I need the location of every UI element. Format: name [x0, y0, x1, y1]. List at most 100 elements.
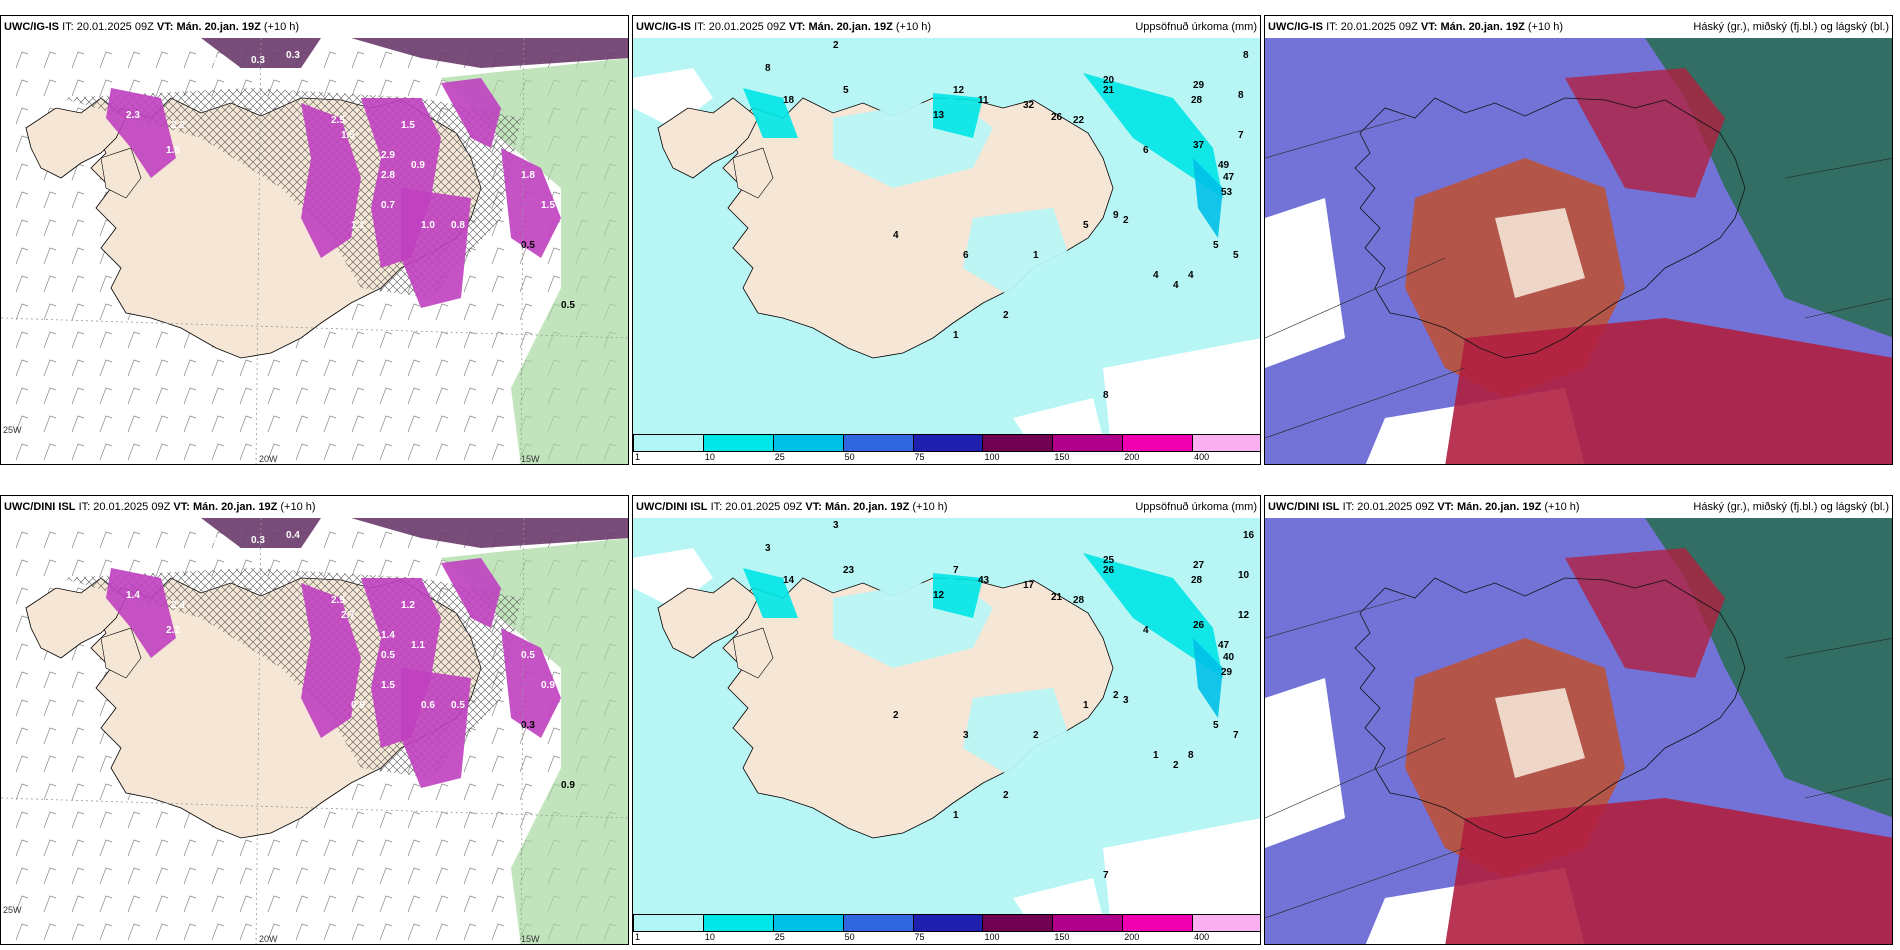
precip-value: 28 — [1191, 95, 1203, 106]
snow-value: 2.7 — [341, 610, 355, 621]
snow-value: 0.5 — [561, 300, 575, 311]
legend-swatch — [842, 914, 914, 932]
heavy-precip-area — [743, 568, 798, 618]
legend-tick: 150 — [1054, 932, 1070, 942]
snow-value: 0.3 — [286, 50, 300, 61]
precip-value: 29 — [1221, 667, 1233, 678]
precip-value: 1 — [953, 810, 959, 821]
heavy-precip-area — [1193, 158, 1223, 238]
heavy-precip-area — [1083, 553, 1223, 678]
panel-title: Uppsöfnuð úrkoma (mm) — [1135, 501, 1257, 513]
snow-value: 0.9 — [351, 700, 365, 711]
no-precip-area — [1103, 338, 1260, 464]
model-name: UWC/IG-IS — [636, 21, 691, 33]
mid-cloud-layer — [1445, 798, 1892, 944]
legend-swatch — [912, 914, 984, 932]
precip-value: 3 — [1123, 695, 1129, 706]
precip-color-legend: 1 10 25 50 75 100 150 200 400 — [633, 914, 1260, 944]
it-label: IT: — [78, 501, 91, 513]
lon-label-15w: 15W — [521, 934, 540, 944]
legend-swatch — [1122, 434, 1194, 452]
precip-value: 7 — [1238, 130, 1244, 141]
legend-tick: 75 — [914, 452, 925, 462]
precip-value: 11 — [978, 95, 989, 106]
snow-value: 1.8 — [521, 170, 535, 181]
cloud-cover-panel: UWC/DINI ISL IT: 20.01.2025 09Z VT: Mán.… — [1264, 495, 1893, 945]
precip-value: 4 — [1153, 270, 1159, 281]
legend-tick: 400 — [1194, 932, 1210, 942]
land-exposed — [1495, 688, 1585, 778]
legend-tick: 50 — [844, 452, 855, 462]
it-label: IT: — [710, 501, 723, 513]
precip-panel: UWC/DINI ISL IT: 20.01.2025 09Z VT: Mán.… — [632, 495, 1261, 945]
legend-tick: 150 — [1054, 452, 1070, 462]
snow-value: 2.8 — [381, 170, 395, 181]
lon-label-15w: 15W — [521, 454, 540, 464]
lead-time: (+10 h) — [912, 501, 948, 513]
vt-label: VT: — [805, 501, 822, 513]
precip-value: 8 — [1238, 90, 1244, 101]
vt-label: VT: — [1437, 501, 1454, 513]
snow-value: 0.6 — [421, 700, 435, 711]
snow-value: 0.3 — [251, 535, 265, 546]
snow-value: 0.9 — [561, 780, 575, 791]
snow-value: 2.2 — [166, 625, 180, 636]
legend-tick: 75 — [914, 932, 925, 942]
precip-value: 37 — [1193, 140, 1205, 151]
precip-value: 17 — [1023, 580, 1035, 591]
precip-over-land — [963, 208, 1073, 298]
legend-tick: 25 — [774, 452, 785, 462]
snow-accumulation-area — [441, 558, 501, 628]
snow-accumulation-area — [106, 568, 176, 658]
precip-value: 8 — [1243, 50, 1249, 61]
precip-over-land — [963, 688, 1073, 778]
snow-wind-panel: UWC/IG-IS IT: 20.01.2025 09Z VT: Mán. 20… — [0, 15, 629, 465]
map-canvas — [1265, 518, 1892, 944]
snow-dark-area — [351, 518, 628, 548]
snow-dark-area — [201, 38, 321, 68]
init-time: 20.01.2025 09Z — [708, 21, 786, 33]
precip-value: 10 — [1238, 570, 1250, 581]
westfjords-landmass — [25, 577, 127, 659]
snow-value: 0.5 — [521, 650, 535, 661]
precip-value: 7 — [1103, 870, 1109, 881]
vt-label: VT: — [788, 21, 806, 33]
init-time: 20.01.2025 09Z — [76, 21, 154, 33]
precip-value: 7 — [1233, 730, 1239, 741]
legend-swatch — [1052, 434, 1124, 452]
snow-value: 1.5 — [541, 200, 555, 211]
it-label: IT: — [694, 21, 706, 33]
precip-value: 4 — [1188, 270, 1194, 281]
precip-value: 2 — [1033, 730, 1039, 741]
cloud-cover-panel: UWC/IG-IS IT: 20.01.2025 09Z VT: Mán. 20… — [1264, 15, 1893, 465]
iceland-coastline — [1354, 577, 1746, 839]
snow-accumulation-area — [106, 88, 176, 178]
precip-value: 3 — [963, 730, 969, 741]
mid-cloud-layer — [1565, 548, 1725, 678]
valid-time: Mán. 20.jan. 19Z — [192, 501, 278, 513]
precip-value: 26 — [1193, 620, 1205, 631]
precip-value: 25 — [1103, 555, 1115, 566]
precip-value: 28 — [1191, 575, 1203, 586]
legend-swatch — [633, 914, 704, 932]
precip-value: 29 — [1193, 80, 1205, 91]
land-exposed — [1495, 208, 1585, 298]
clear-area — [1265, 198, 1345, 368]
snow-accumulation-area — [501, 148, 561, 258]
precip-value: 1 — [1083, 700, 1089, 711]
precip-value: 8 — [1188, 750, 1194, 761]
clear-area — [1265, 678, 1345, 848]
precip-value: 12 — [953, 85, 965, 96]
snaefellsnes-peninsula — [732, 627, 774, 679]
legend-swatch — [702, 914, 774, 932]
precip-value: 1 — [1033, 250, 1039, 261]
precip-value: 5 — [1213, 720, 1219, 731]
model-name: UWC/DINI ISL — [4, 501, 76, 513]
snow-value: 2.2 — [171, 120, 185, 131]
valid-time: Mán. 20.jan. 19Z — [176, 21, 261, 33]
legend-swatch — [1192, 434, 1260, 452]
snow-value: 1.4 — [126, 590, 140, 601]
